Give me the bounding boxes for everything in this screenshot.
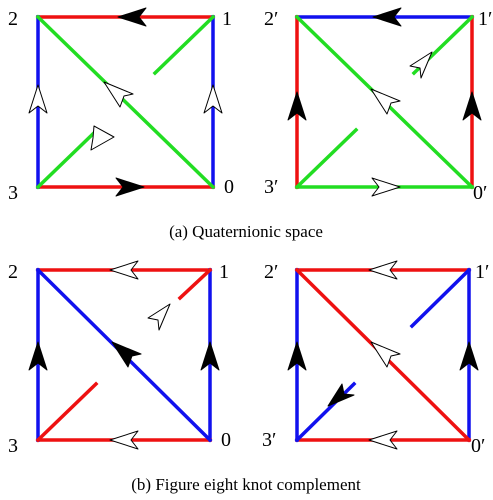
diagram-b-left: 2 1 3 0 — [8, 260, 231, 457]
corner-label-3: 3 — [8, 435, 18, 457]
arrow-anti-diagonal-hollow — [147, 303, 171, 331]
corner-label-1-prime: 1′ — [478, 8, 492, 30]
arrow-top-filled — [372, 7, 402, 27]
arrow-main-diagonal-filled — [111, 341, 142, 368]
caption-a: (a) Quaternionic space — [169, 222, 323, 241]
arrow-anti-diagonal-filled — [327, 383, 355, 407]
corner-label-0: 0 — [221, 429, 231, 451]
caption-b: (b) Figure eight knot complement — [131, 475, 361, 494]
edge-main-diagonal — [35, 14, 216, 190]
diagram-b-right: 2′ 1′ 3′ 0′ — [262, 260, 489, 457]
arrow-top-hollow — [109, 260, 139, 280]
corner-label-3-prime: 3′ — [264, 176, 278, 198]
corner-label-2-prime: 2′ — [264, 261, 278, 283]
diagram-a-left: 2 1 3 0 — [8, 7, 234, 204]
edge-anti-diagonal-upper — [152, 14, 216, 76]
corner-label-0: 0 — [224, 176, 234, 198]
arrow-bottom-hollow — [371, 177, 401, 197]
edge-anti-diagonal-lower — [294, 127, 359, 190]
arrow-right-filled — [200, 341, 220, 371]
arrow-left-hollow — [28, 84, 48, 114]
arrow-main-diagonal-hollow — [370, 88, 401, 115]
arrow-left-filled — [287, 341, 307, 371]
corner-label-0-prime: 0′ — [471, 435, 485, 457]
corner-label-1-prime: 1′ — [475, 261, 489, 283]
corner-label-2: 2 — [8, 261, 18, 283]
arrow-left-filled — [287, 91, 307, 121]
corner-label-1: 1 — [222, 8, 232, 30]
arrow-top-hollow — [368, 260, 398, 280]
arrow-left-filled — [28, 341, 48, 371]
arrow-anti-diagonal-hollow — [90, 125, 115, 151]
arrow-anti-diagonal-hollow — [409, 51, 433, 79]
corner-label-3-prime: 3′ — [262, 429, 276, 451]
arrow-main-diagonal-hollow — [103, 81, 134, 108]
edge-anti-diagonal-lower — [35, 128, 99, 190]
arrow-right-filled — [462, 91, 482, 121]
edge-anti-diagonal-lower — [35, 381, 99, 443]
corner-label-1: 1 — [219, 261, 229, 283]
arrow-bottom-hollow — [109, 430, 139, 450]
arrow-bottom-filled — [115, 177, 145, 197]
edge-anti-diagonal-upper — [409, 267, 472, 329]
arrow-right-hollow — [203, 84, 223, 114]
corner-label-0-prime: 0′ — [473, 182, 487, 204]
corner-label-2: 2 — [8, 8, 18, 30]
arrow-main-diagonal-hollow — [370, 341, 401, 368]
edge-anti-diagonal-upper — [177, 267, 213, 301]
corner-label-2-prime: 2′ — [264, 8, 278, 30]
diagram-a-right: 2′ 1′ 3′ 0′ — [264, 7, 492, 204]
arrow-right-filled — [459, 341, 479, 371]
edge-anti-diagonal-lower — [294, 381, 357, 443]
arrow-bottom-hollow — [368, 430, 398, 450]
corner-label-3: 3 — [8, 182, 18, 204]
arrow-top-filled — [117, 7, 147, 27]
